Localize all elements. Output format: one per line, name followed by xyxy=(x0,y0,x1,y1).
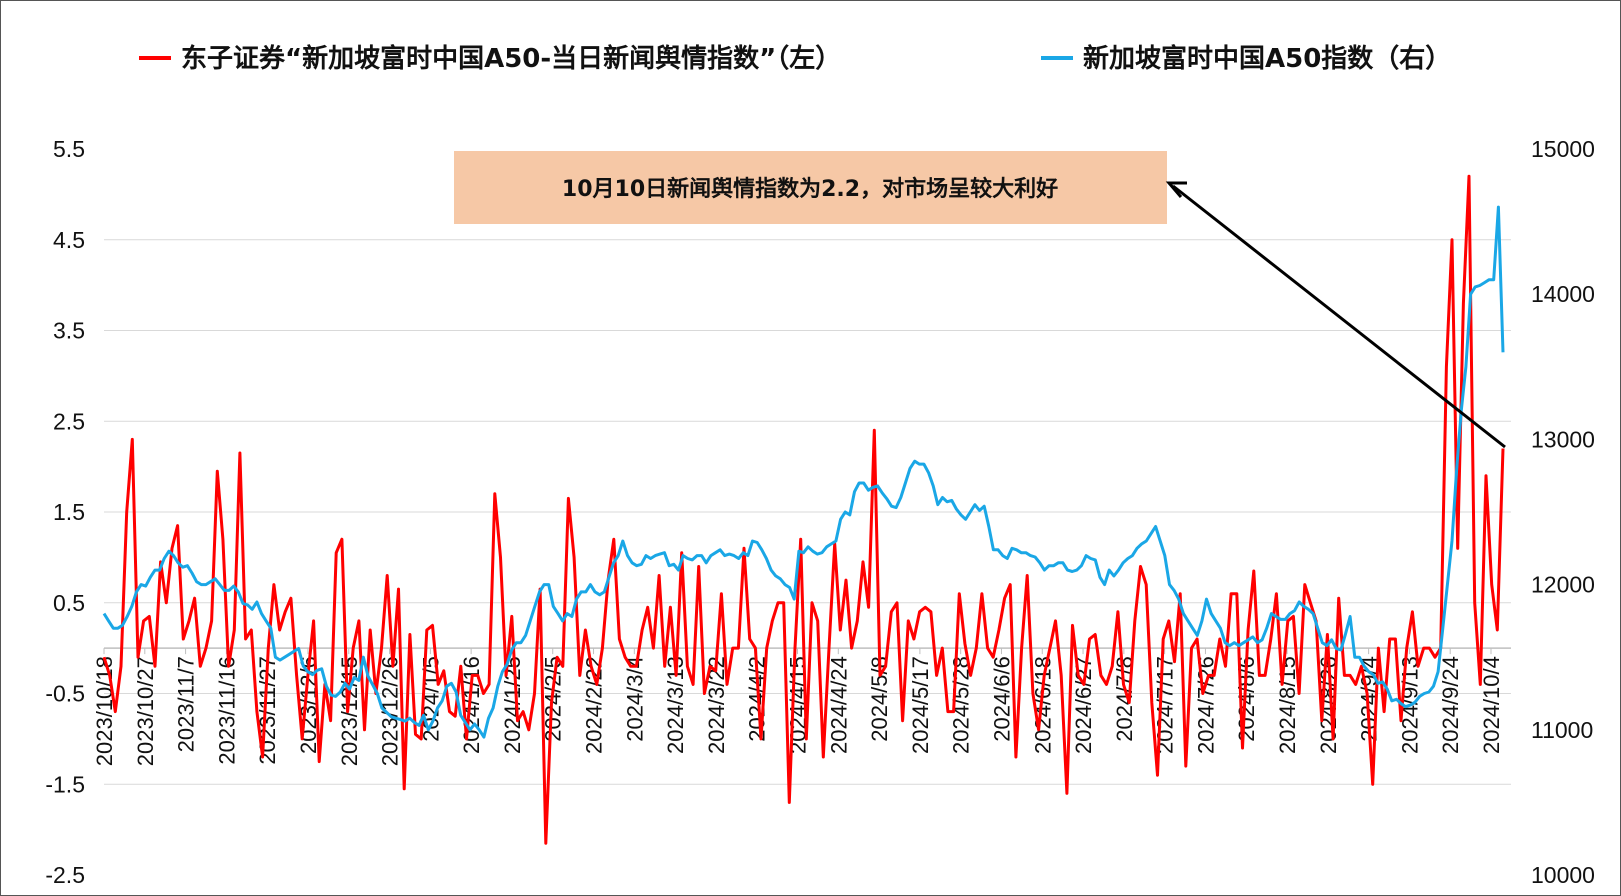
right-tick-label: 15000 xyxy=(1531,136,1595,162)
x-tick-label: 2023/10/18 xyxy=(92,656,117,766)
x-tick-label: 2024/8/15 xyxy=(1275,656,1300,754)
x-tick-label: 2024/7/8 xyxy=(1112,656,1137,742)
right-tick-label: 12000 xyxy=(1531,572,1595,598)
legend: 东子证券“新加坡富时中国A50-当日新闻舆情指数”（左） 新加坡富时中国A50指… xyxy=(139,43,1451,74)
left-tick-label: 2.5 xyxy=(53,408,85,434)
right-tick-label: 11000 xyxy=(1531,717,1593,743)
x-tick-label: 2024/7/17 xyxy=(1153,656,1178,754)
x-tick-label: 2023/11/16 xyxy=(214,656,239,764)
x-tick-label: 2024/9/24 xyxy=(1438,656,1463,754)
right-tick-label: 13000 xyxy=(1531,426,1595,452)
x-tick-label: 2023/12/26 xyxy=(378,656,403,766)
x-tick-label: 2024/3/4 xyxy=(622,656,647,742)
left-axis-ticks: 5.5 4.5 3.5 2.5 1.5 0.5 -0.5 -1.5 -2.5 xyxy=(45,136,85,888)
left-tick-label: -1.5 xyxy=(45,771,85,797)
x-tick-label: 2024/4/24 xyxy=(826,656,851,754)
annotation-box xyxy=(454,151,1167,224)
x-tick-label: 2024/6/6 xyxy=(989,656,1014,742)
annotation-arrow-head xyxy=(1165,181,1187,198)
left-tick-label: -2.5 xyxy=(45,862,85,888)
right-tick-label: 10000 xyxy=(1531,862,1595,888)
left-tick-label: 1.5 xyxy=(53,499,85,525)
series-lines xyxy=(102,174,1505,845)
x-tick-label: 2023/11/7 xyxy=(174,656,199,752)
x-tick-label: 2024/6/27 xyxy=(1071,656,1096,754)
left-tick-label: 0.5 xyxy=(53,590,85,616)
left-tick-label: 3.5 xyxy=(53,318,85,344)
series-line-a50-index xyxy=(102,205,1505,739)
x-tick-label: 2023/12/15 xyxy=(337,656,362,766)
left-tick-label: 4.5 xyxy=(53,227,85,253)
x-tick-label: 2024/1/25 xyxy=(500,656,525,754)
annotation-text: 10月10日新闻舆情指数为2.2，对市场呈较大利好 xyxy=(562,176,1058,202)
series-line-news-index xyxy=(102,174,1505,845)
right-tick-label: 14000 xyxy=(1531,281,1595,307)
annotation-arrow-line xyxy=(1172,184,1506,449)
x-tick-label: 2024/10/4 xyxy=(1479,656,1504,754)
x-tick-label: 2023/10/27 xyxy=(133,656,158,766)
left-tick-label: 5.5 xyxy=(53,136,85,162)
x-tick-label: 2024/5/17 xyxy=(908,656,933,754)
right-axis-ticks: 15000 14000 13000 12000 11000 10000 xyxy=(1531,136,1595,888)
annotation: 10月10日新闻舆情指数为2.2，对市场呈较大利好 xyxy=(454,151,1506,449)
legend-label-a50-index: 新加坡富时中国A50指数（右） xyxy=(1083,43,1451,74)
legend-label-news-index: 东子证券“新加坡富时中国A50-当日新闻舆情指数”（左） xyxy=(181,43,841,74)
left-tick-label: -0.5 xyxy=(45,681,85,707)
